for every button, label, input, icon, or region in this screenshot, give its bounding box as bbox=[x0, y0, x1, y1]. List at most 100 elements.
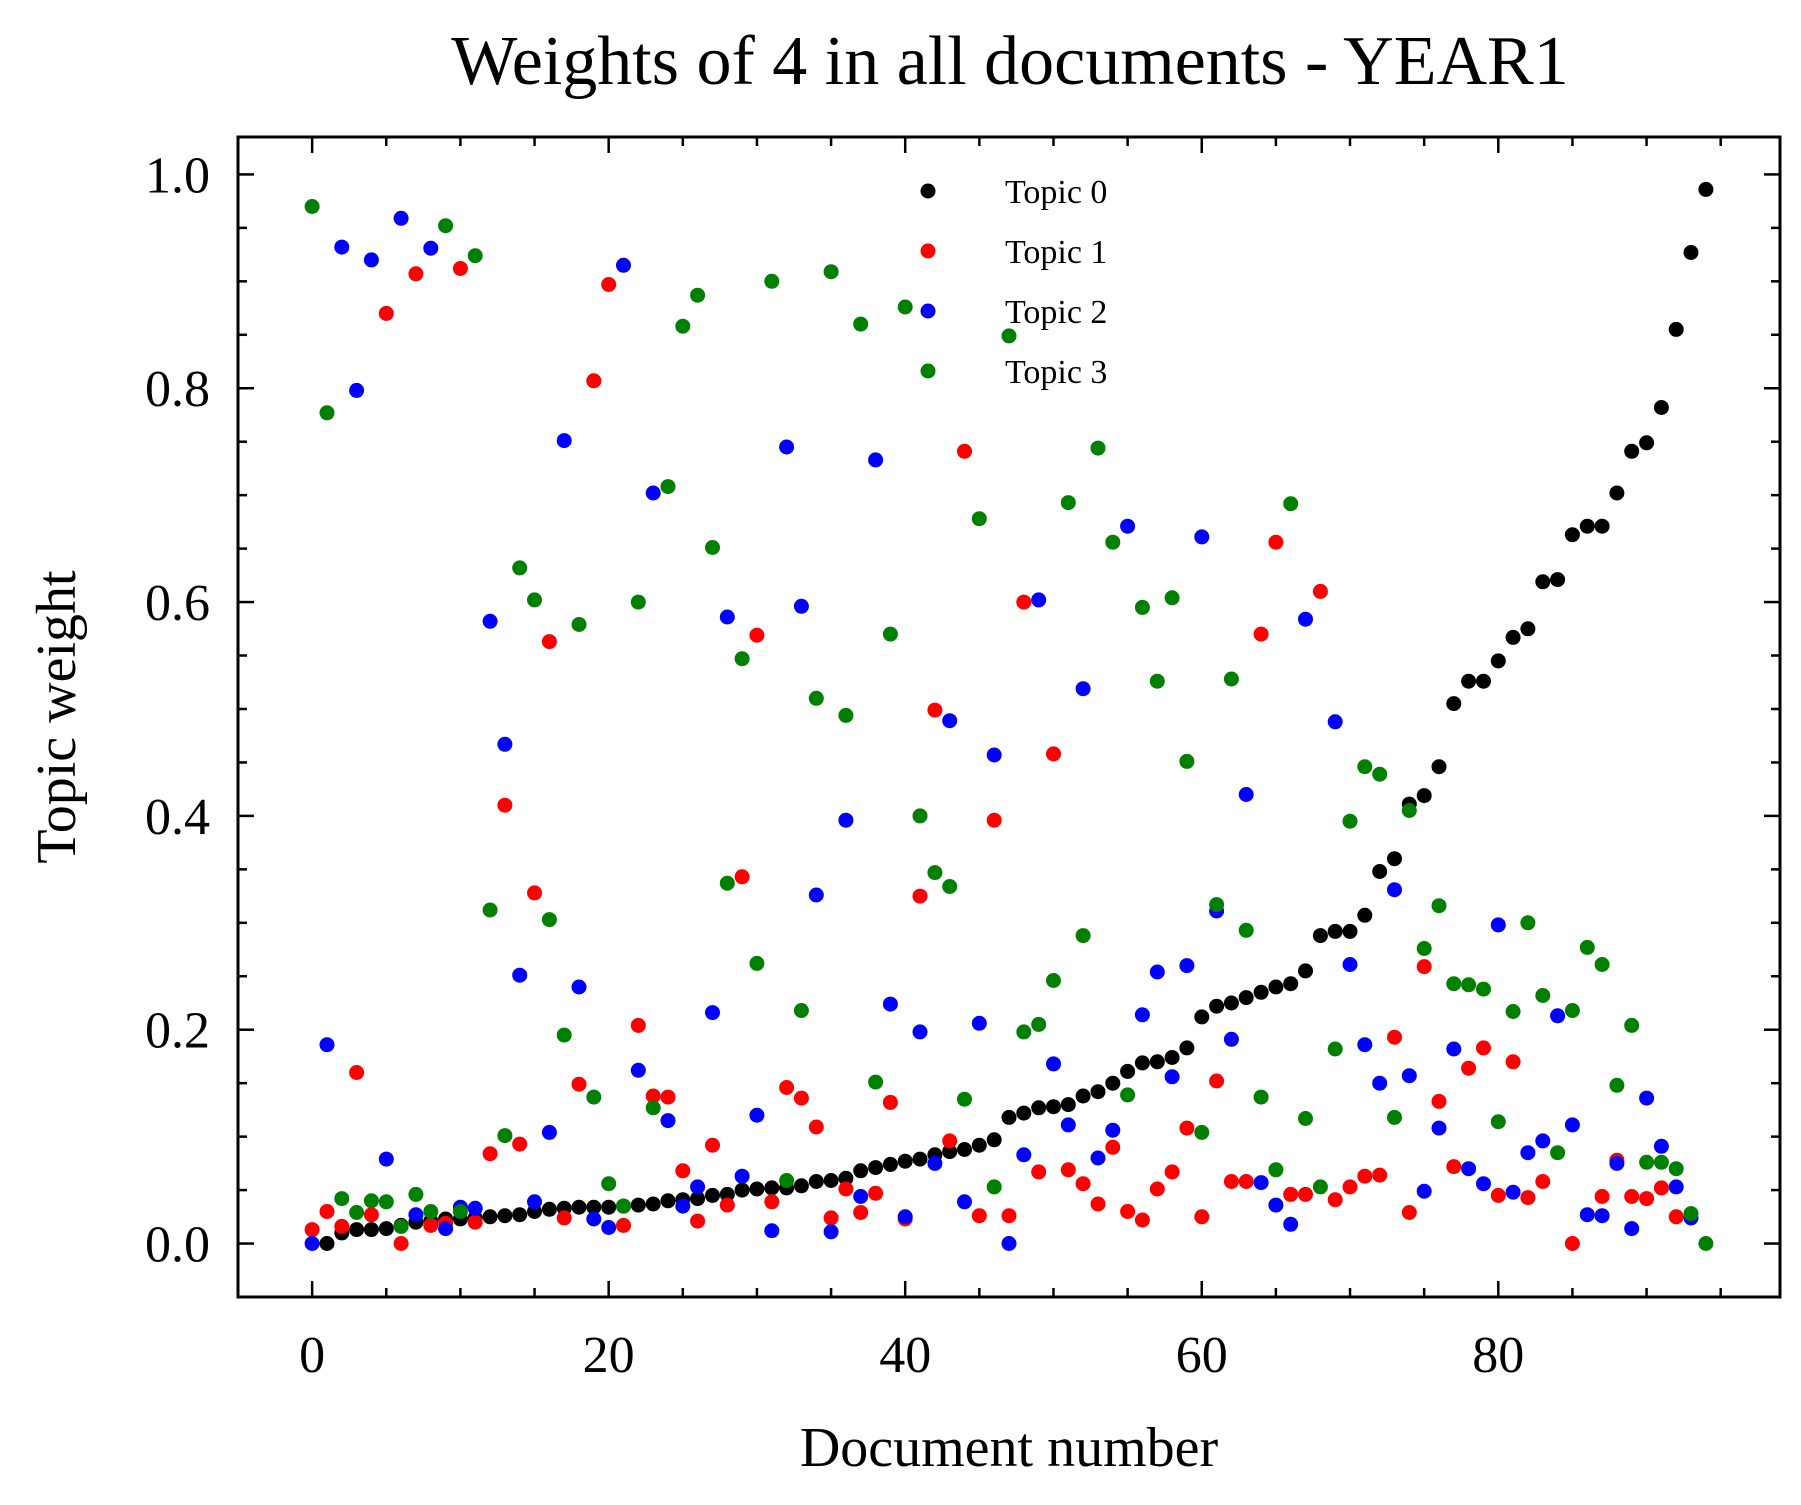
data-point bbox=[719, 609, 735, 625]
data-point bbox=[1668, 1179, 1684, 1195]
data-point bbox=[645, 1100, 661, 1116]
data-point bbox=[1046, 973, 1061, 988]
data-point bbox=[541, 912, 557, 928]
data-point bbox=[1209, 1073, 1225, 1089]
data-point bbox=[764, 1223, 780, 1239]
data-point bbox=[1357, 1168, 1373, 1184]
data-point bbox=[1372, 864, 1388, 879]
data-point bbox=[1001, 1109, 1017, 1125]
data-point bbox=[497, 797, 513, 813]
data-point bbox=[334, 1191, 350, 1207]
data-point bbox=[630, 1017, 646, 1033]
data-point bbox=[838, 1181, 854, 1197]
data-point bbox=[986, 1179, 1002, 1195]
data-point bbox=[497, 1128, 513, 1144]
data-point bbox=[497, 1208, 513, 1224]
data-point bbox=[1668, 321, 1684, 337]
data-point bbox=[497, 736, 513, 752]
data-point bbox=[1312, 928, 1328, 944]
data-point bbox=[1075, 928, 1091, 944]
data-point bbox=[1461, 1161, 1477, 1177]
data-point bbox=[1179, 1040, 1195, 1056]
data-point bbox=[393, 1236, 409, 1251]
legend-label: Topic 3 bbox=[1005, 354, 1107, 391]
data-point bbox=[690, 287, 706, 303]
data-point bbox=[853, 316, 869, 332]
data-point bbox=[882, 626, 898, 642]
legend-marker bbox=[920, 243, 936, 259]
data-point bbox=[601, 1199, 617, 1215]
data-point bbox=[1194, 529, 1210, 545]
legend-marker bbox=[920, 183, 936, 199]
data-point bbox=[868, 452, 884, 468]
data-point bbox=[1490, 653, 1506, 669]
data-point bbox=[1505, 629, 1521, 645]
data-point bbox=[1031, 1016, 1047, 1032]
data-point bbox=[378, 1194, 394, 1210]
data-point bbox=[556, 1210, 572, 1226]
data-point bbox=[912, 1151, 928, 1167]
data-point bbox=[1120, 1204, 1136, 1219]
data-point bbox=[1164, 1069, 1180, 1085]
data-point bbox=[1134, 1055, 1150, 1071]
legend: Topic 0 Topic 1 Topic 2 Topic 3 bbox=[920, 174, 1107, 391]
data-point bbox=[1535, 1174, 1551, 1189]
data-point bbox=[378, 1221, 394, 1237]
data-point bbox=[1416, 788, 1432, 804]
data-point bbox=[1520, 915, 1536, 931]
legend-marker bbox=[920, 303, 936, 319]
data-point bbox=[1490, 1187, 1506, 1203]
data-point bbox=[793, 1090, 809, 1106]
data-point bbox=[1564, 1003, 1580, 1018]
data-point bbox=[1016, 594, 1032, 610]
data-point bbox=[1446, 696, 1462, 712]
data-point bbox=[1253, 984, 1269, 1000]
data-point bbox=[734, 869, 750, 885]
data-point bbox=[482, 1209, 498, 1225]
data-point bbox=[601, 1176, 617, 1192]
data-point bbox=[1253, 1089, 1269, 1105]
legend-label: Topic 2 bbox=[1005, 294, 1107, 331]
data-point bbox=[1653, 1180, 1669, 1196]
data-point bbox=[1268, 979, 1284, 995]
data-point bbox=[1090, 440, 1106, 456]
plot-frame bbox=[236, 135, 1782, 1299]
data-point bbox=[1090, 1084, 1106, 1100]
data-point bbox=[971, 1015, 987, 1031]
data-point bbox=[675, 1163, 691, 1179]
data-point bbox=[1283, 1216, 1299, 1232]
data-point bbox=[1194, 1124, 1210, 1140]
data-point bbox=[304, 199, 320, 214]
data-point bbox=[349, 1065, 365, 1080]
y-axis-label: Topic weight bbox=[26, 570, 88, 864]
data-point bbox=[482, 1146, 498, 1162]
data-point bbox=[897, 1153, 913, 1169]
data-point bbox=[1698, 1236, 1714, 1251]
data-point bbox=[1298, 1186, 1313, 1202]
data-point bbox=[690, 1191, 706, 1207]
data-point bbox=[942, 1133, 958, 1149]
data-point bbox=[586, 1089, 602, 1105]
data-point bbox=[1594, 1208, 1610, 1224]
data-point bbox=[616, 1217, 631, 1233]
data-point bbox=[675, 318, 691, 334]
data-point bbox=[1624, 1017, 1640, 1033]
data-point bbox=[749, 627, 765, 643]
data-point bbox=[541, 634, 557, 650]
data-point bbox=[986, 1132, 1002, 1148]
data-point bbox=[1253, 1175, 1269, 1191]
data-point bbox=[734, 651, 750, 667]
x-tick-label: 0 bbox=[299, 1327, 325, 1384]
series-topic-3 bbox=[304, 199, 1714, 1251]
data-point bbox=[438, 218, 454, 234]
data-point bbox=[1431, 898, 1447, 914]
data-point bbox=[1105, 1075, 1121, 1091]
data-point bbox=[1105, 534, 1121, 550]
data-point bbox=[1624, 1221, 1640, 1237]
data-point bbox=[512, 1136, 528, 1152]
data-point bbox=[630, 1197, 646, 1213]
data-point bbox=[1387, 1109, 1402, 1125]
data-point bbox=[1372, 1075, 1388, 1091]
data-point bbox=[1416, 941, 1432, 956]
data-point bbox=[1461, 673, 1477, 689]
